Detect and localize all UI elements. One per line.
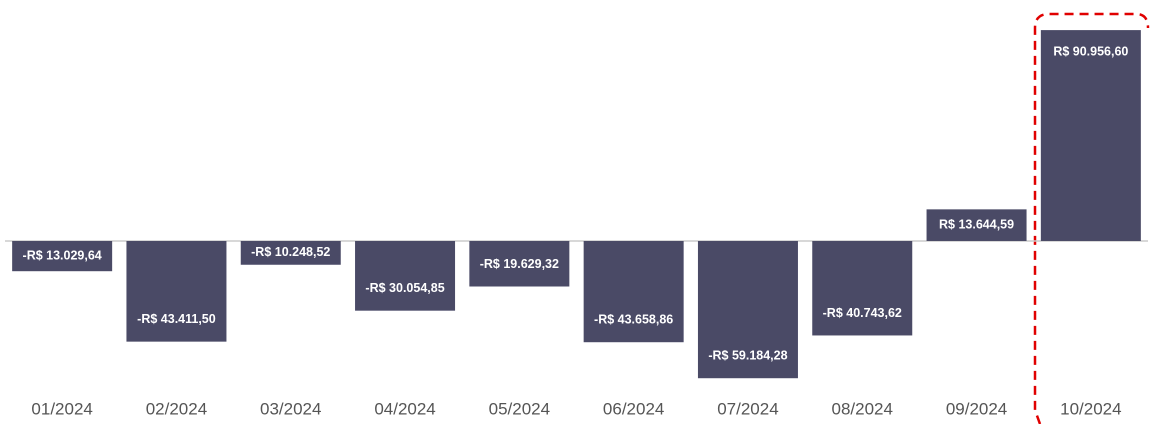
value-label: -R$ 30.054,85 (365, 281, 444, 295)
value-label-bg (820, 304, 904, 323)
x-tick-label: 09/2024 (946, 399, 1007, 418)
value-label: -R$ 40.743,62 (823, 306, 902, 320)
x-tick-label: 02/2024 (146, 399, 207, 418)
value-label-bg (706, 347, 790, 366)
x-tick-label: 04/2024 (374, 399, 435, 418)
bar (355, 240, 456, 311)
value-label-bg (477, 255, 562, 274)
value-label-bg (249, 243, 333, 262)
value-label: -R$ 13.029,64 (23, 248, 102, 262)
value-label: -R$ 19.629,32 (480, 257, 559, 271)
value-label: R$ 90.956,60 (1053, 44, 1128, 58)
x-tick-label: 01/2024 (31, 399, 92, 418)
x-tick-label: 08/2024 (832, 399, 893, 418)
value-label-bg (937, 216, 1017, 235)
value-label-bg (135, 310, 218, 329)
value-label: -R$ 43.658,86 (594, 313, 673, 327)
x-tick-label: 10/2024 (1060, 399, 1121, 418)
value-label: -R$ 59.184,28 (708, 349, 787, 363)
x-tick-label: 05/2024 (489, 399, 550, 418)
value-label: -R$ 43.411,50 (137, 312, 216, 326)
x-tick-label: 06/2024 (603, 399, 664, 418)
value-label-bg (592, 311, 676, 330)
value-label-bg (1051, 43, 1131, 62)
x-tick-label: 03/2024 (260, 399, 321, 418)
value-label-bg (20, 247, 104, 266)
x-tick-label: 07/2024 (717, 399, 778, 418)
value-label-bg (363, 279, 447, 298)
value-label: -R$ 10.248,52 (251, 245, 330, 259)
bar (1040, 30, 1141, 241)
value-label: R$ 13.644,59 (939, 217, 1014, 231)
